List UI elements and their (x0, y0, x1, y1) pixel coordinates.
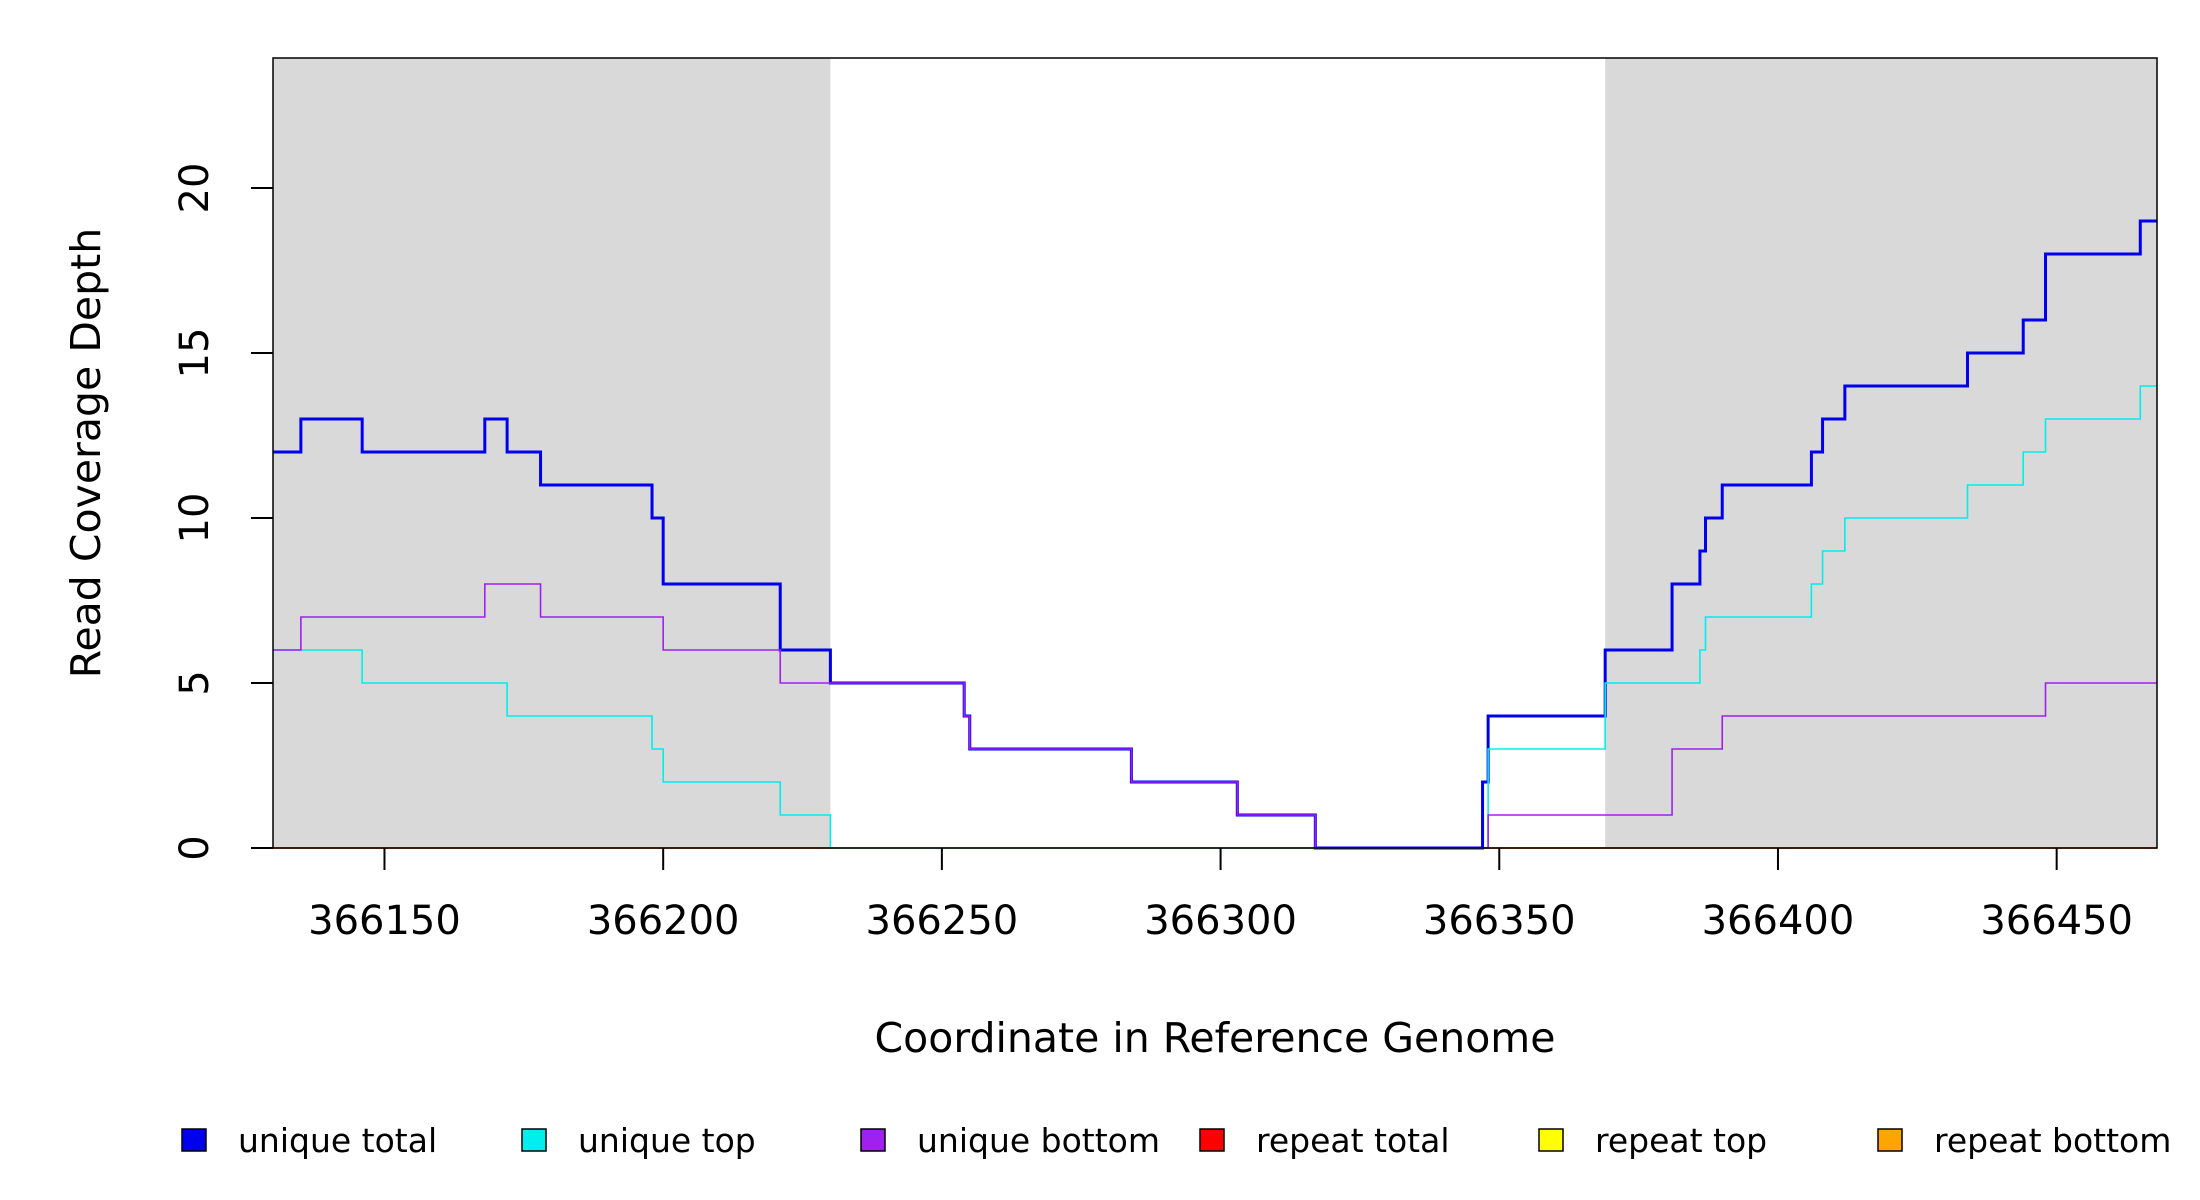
legend-label-repeat-top: repeat top (1595, 1121, 1767, 1160)
x-tick-label: 366350 (1423, 898, 1576, 944)
series-line-unique-top (273, 385, 2157, 849)
legend: unique total unique top unique bottom repea… (181, 1121, 2171, 1160)
x-tick-label: 366150 (308, 898, 461, 944)
legend-label-unique-bottom: unique bottom (917, 1121, 1160, 1160)
shaded-regions (273, 58, 2157, 848)
legend-label-repeat-bottom: repeat bottom (1934, 1121, 2171, 1160)
y-tick-label: 0 (172, 835, 218, 860)
x-tick-label: 366200 (587, 898, 740, 944)
legend-swatch-repeat-bottom (1877, 1128, 1903, 1152)
x-tick-label: 366450 (1980, 898, 2133, 944)
plot-frame (272, 57, 2158, 849)
legend-label-repeat-total: repeat total (1256, 1121, 1450, 1160)
y-axis-title: Read Coverage Depth (62, 228, 110, 678)
x-tick-label: 366400 (1702, 898, 1855, 944)
x-tick-label: 366300 (1144, 898, 1297, 944)
x-axis: 366150 366200 366250 366300 366350 366400 3664… (308, 848, 2133, 944)
y-tick-label: 5 (172, 670, 218, 695)
series-line-unique-bottom (273, 583, 2157, 849)
legend-swatch-repeat-total (1199, 1128, 1225, 1152)
x-axis-title: Coordinate in Reference Genome (875, 1014, 1556, 1062)
shaded-region-2 (1605, 58, 2157, 848)
legend-label-unique-top: unique top (578, 1121, 756, 1160)
y-tick-label: 10 (172, 493, 218, 544)
legend-swatch-repeat-top (1538, 1128, 1564, 1152)
legend-label-unique-total: unique total (238, 1121, 437, 1160)
legend-swatch-unique-total (181, 1128, 207, 1152)
y-tick-label: 15 (172, 328, 218, 379)
y-tick-label: 20 (172, 163, 218, 214)
y-axis: 0 5 10 15 20 (172, 163, 273, 861)
legend-swatch-unique-bottom (860, 1128, 886, 1152)
shaded-region-1 (273, 58, 831, 848)
legend-swatch-unique-top (521, 1128, 547, 1152)
x-tick-label: 366250 (866, 898, 1019, 944)
